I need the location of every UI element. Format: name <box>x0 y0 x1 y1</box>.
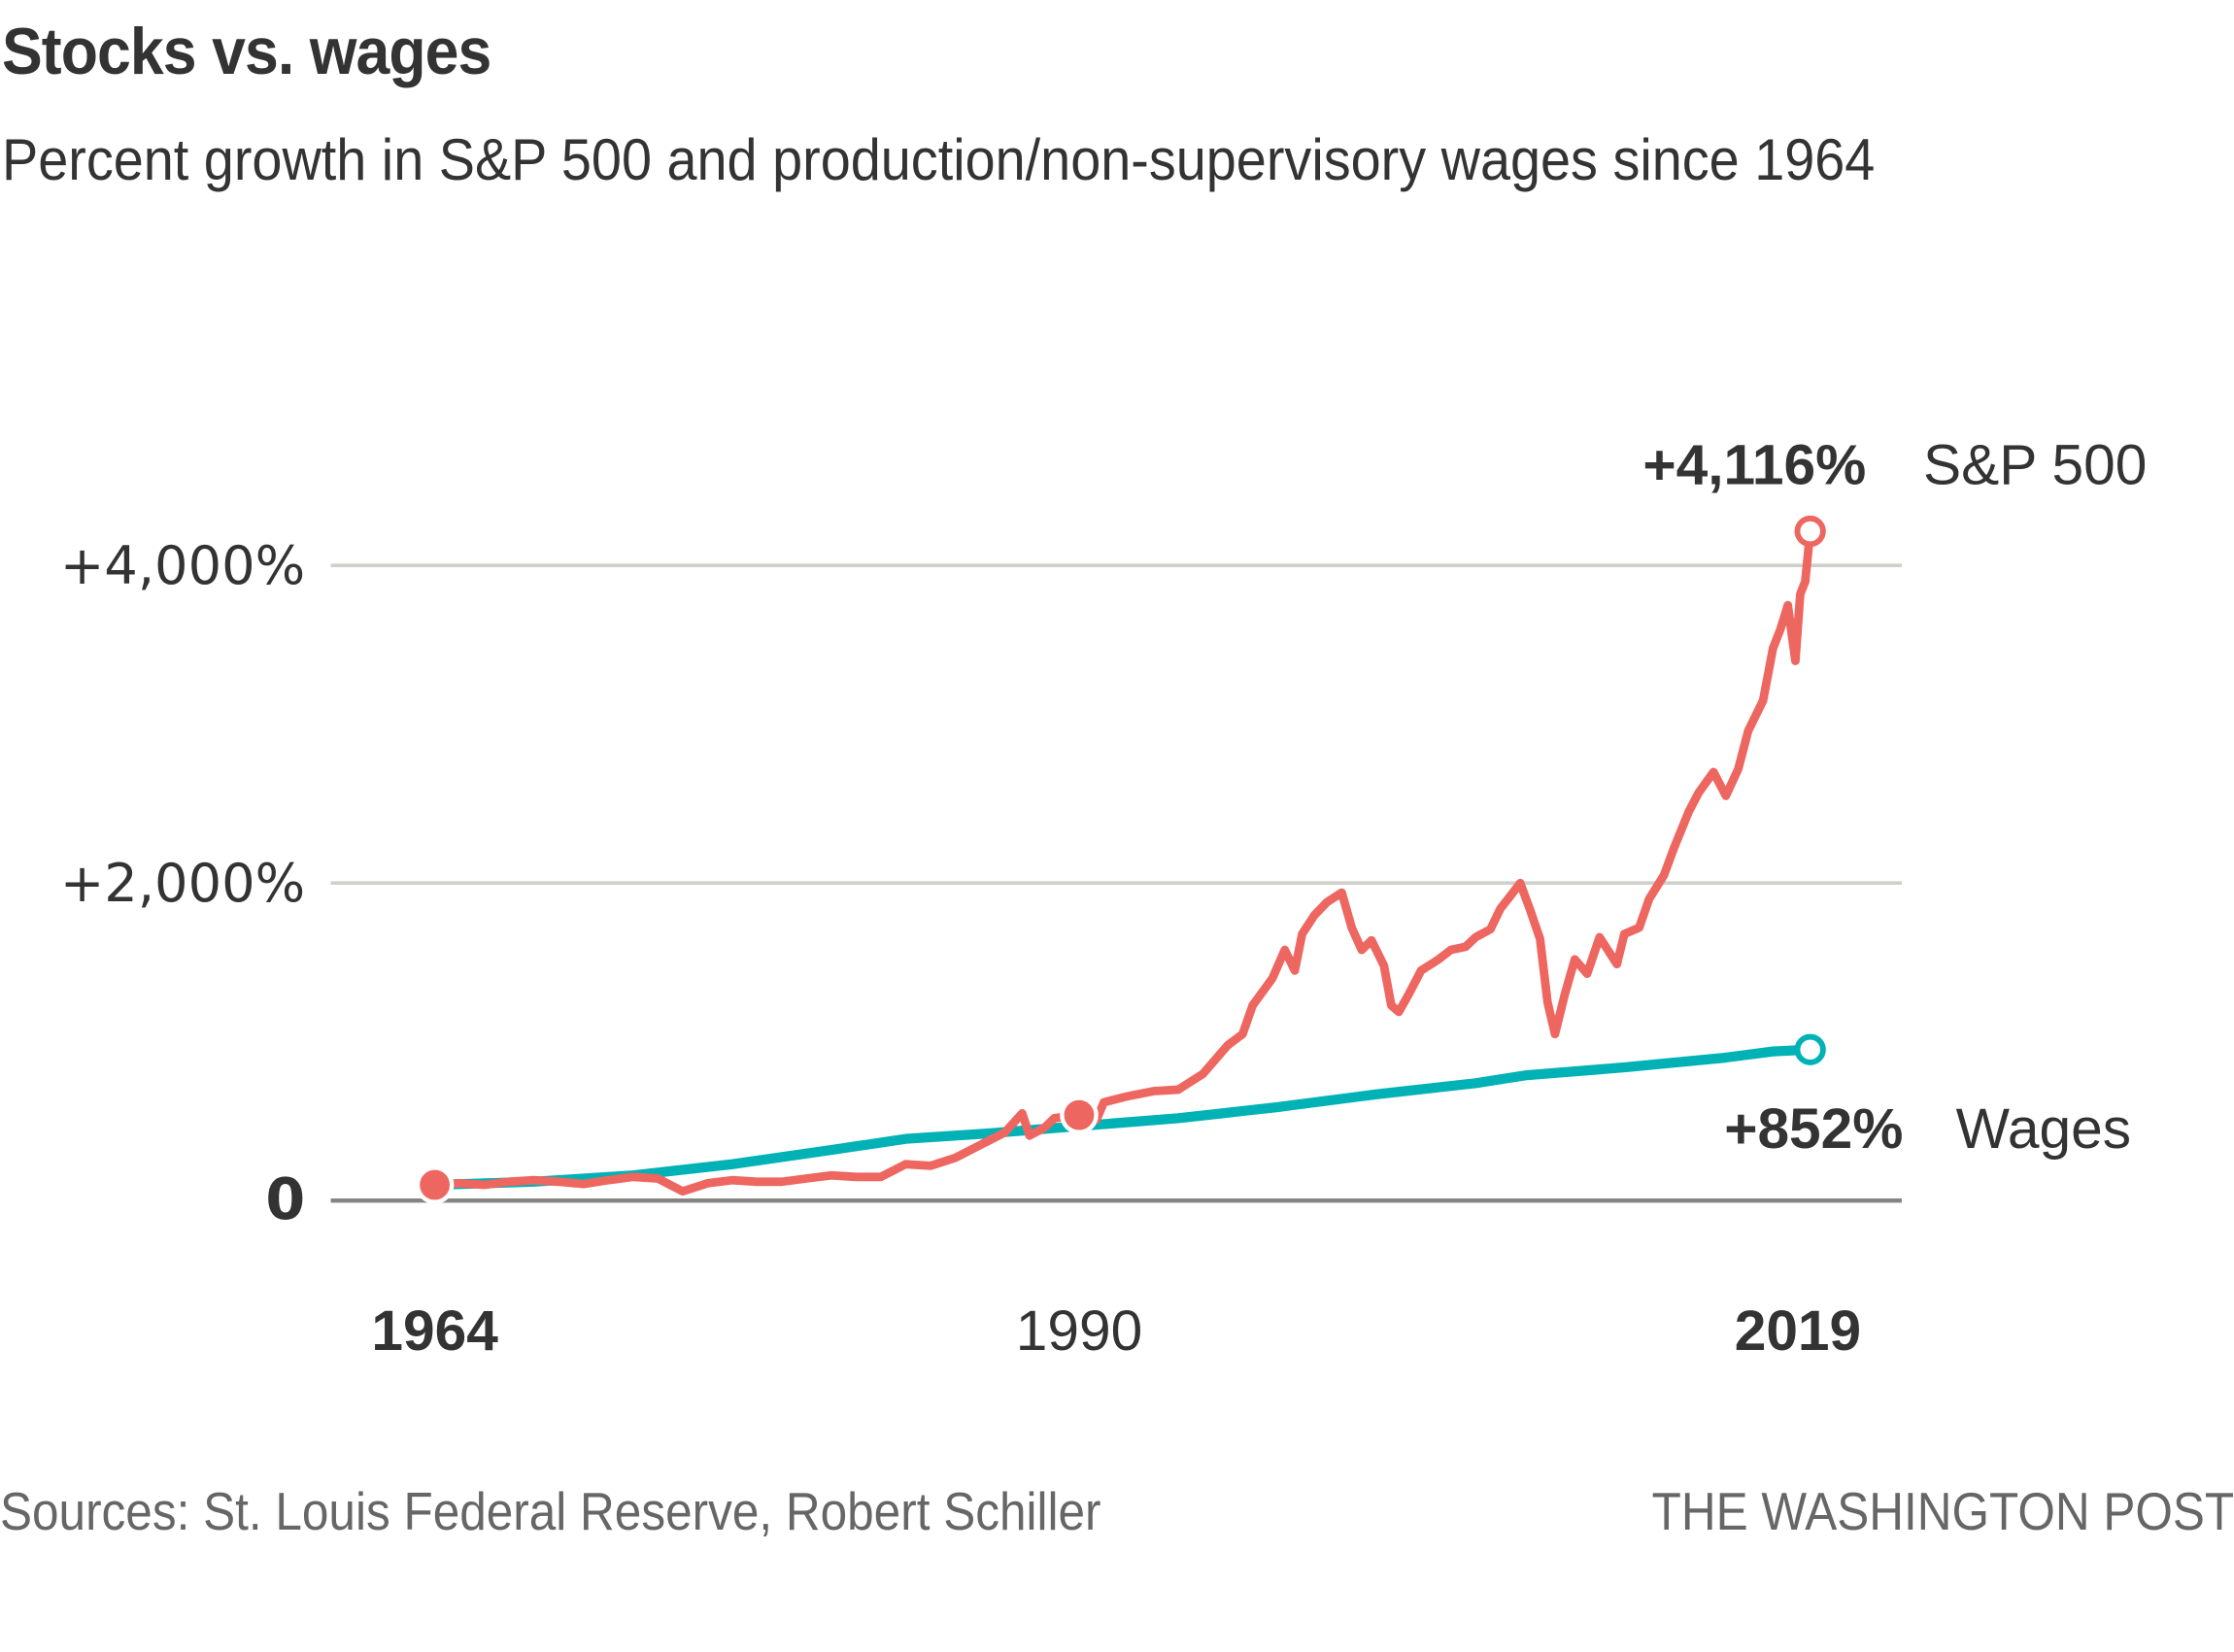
y-tick-label: +2,000% <box>60 853 305 914</box>
x-tick-label: 1990 <box>1016 1299 1142 1363</box>
sp500-series-label: S&P 500 <box>1923 434 2147 497</box>
source-note: Sources: St. Louis Federal Reserve, Robe… <box>0 1481 1101 1541</box>
credit-line: THE WASHINGTON POST <box>1651 1481 2234 1541</box>
series-line-wages <box>429 1044 1815 1191</box>
series-end-marker <box>1794 515 1826 548</box>
gridlines <box>330 563 1902 1203</box>
x-tick-label: 2019 <box>1735 1299 1861 1363</box>
series-end-labels: +4,116% S&P 500 +852% Wages <box>1642 434 2147 1161</box>
series-lines <box>429 526 1815 1197</box>
chart-title: Stocks vs. wages <box>2 15 491 88</box>
series-marker <box>415 1165 455 1204</box>
series-marker <box>1060 1096 1099 1134</box>
series-end-marker <box>1794 1033 1826 1065</box>
x-tick-label: 1964 <box>371 1299 498 1363</box>
y-axis-labels: 0 +2,000% +4,000% <box>60 535 305 1232</box>
chart-subtitle: Percent growth in S&P 500 and production… <box>2 127 1876 192</box>
series-markers <box>415 515 1826 1204</box>
sp500-end-value: +4,116% <box>1642 434 1866 497</box>
wages-end-value: +852% <box>1724 1097 1903 1161</box>
y-tick-label: 0 <box>265 1166 305 1232</box>
y-tick-label: +4,000% <box>60 535 305 596</box>
wages-series-label: Wages <box>1956 1097 2131 1161</box>
series-line-sp500 <box>430 526 1815 1197</box>
x-axis-labels: 1964 1990 2019 <box>371 1299 1861 1363</box>
